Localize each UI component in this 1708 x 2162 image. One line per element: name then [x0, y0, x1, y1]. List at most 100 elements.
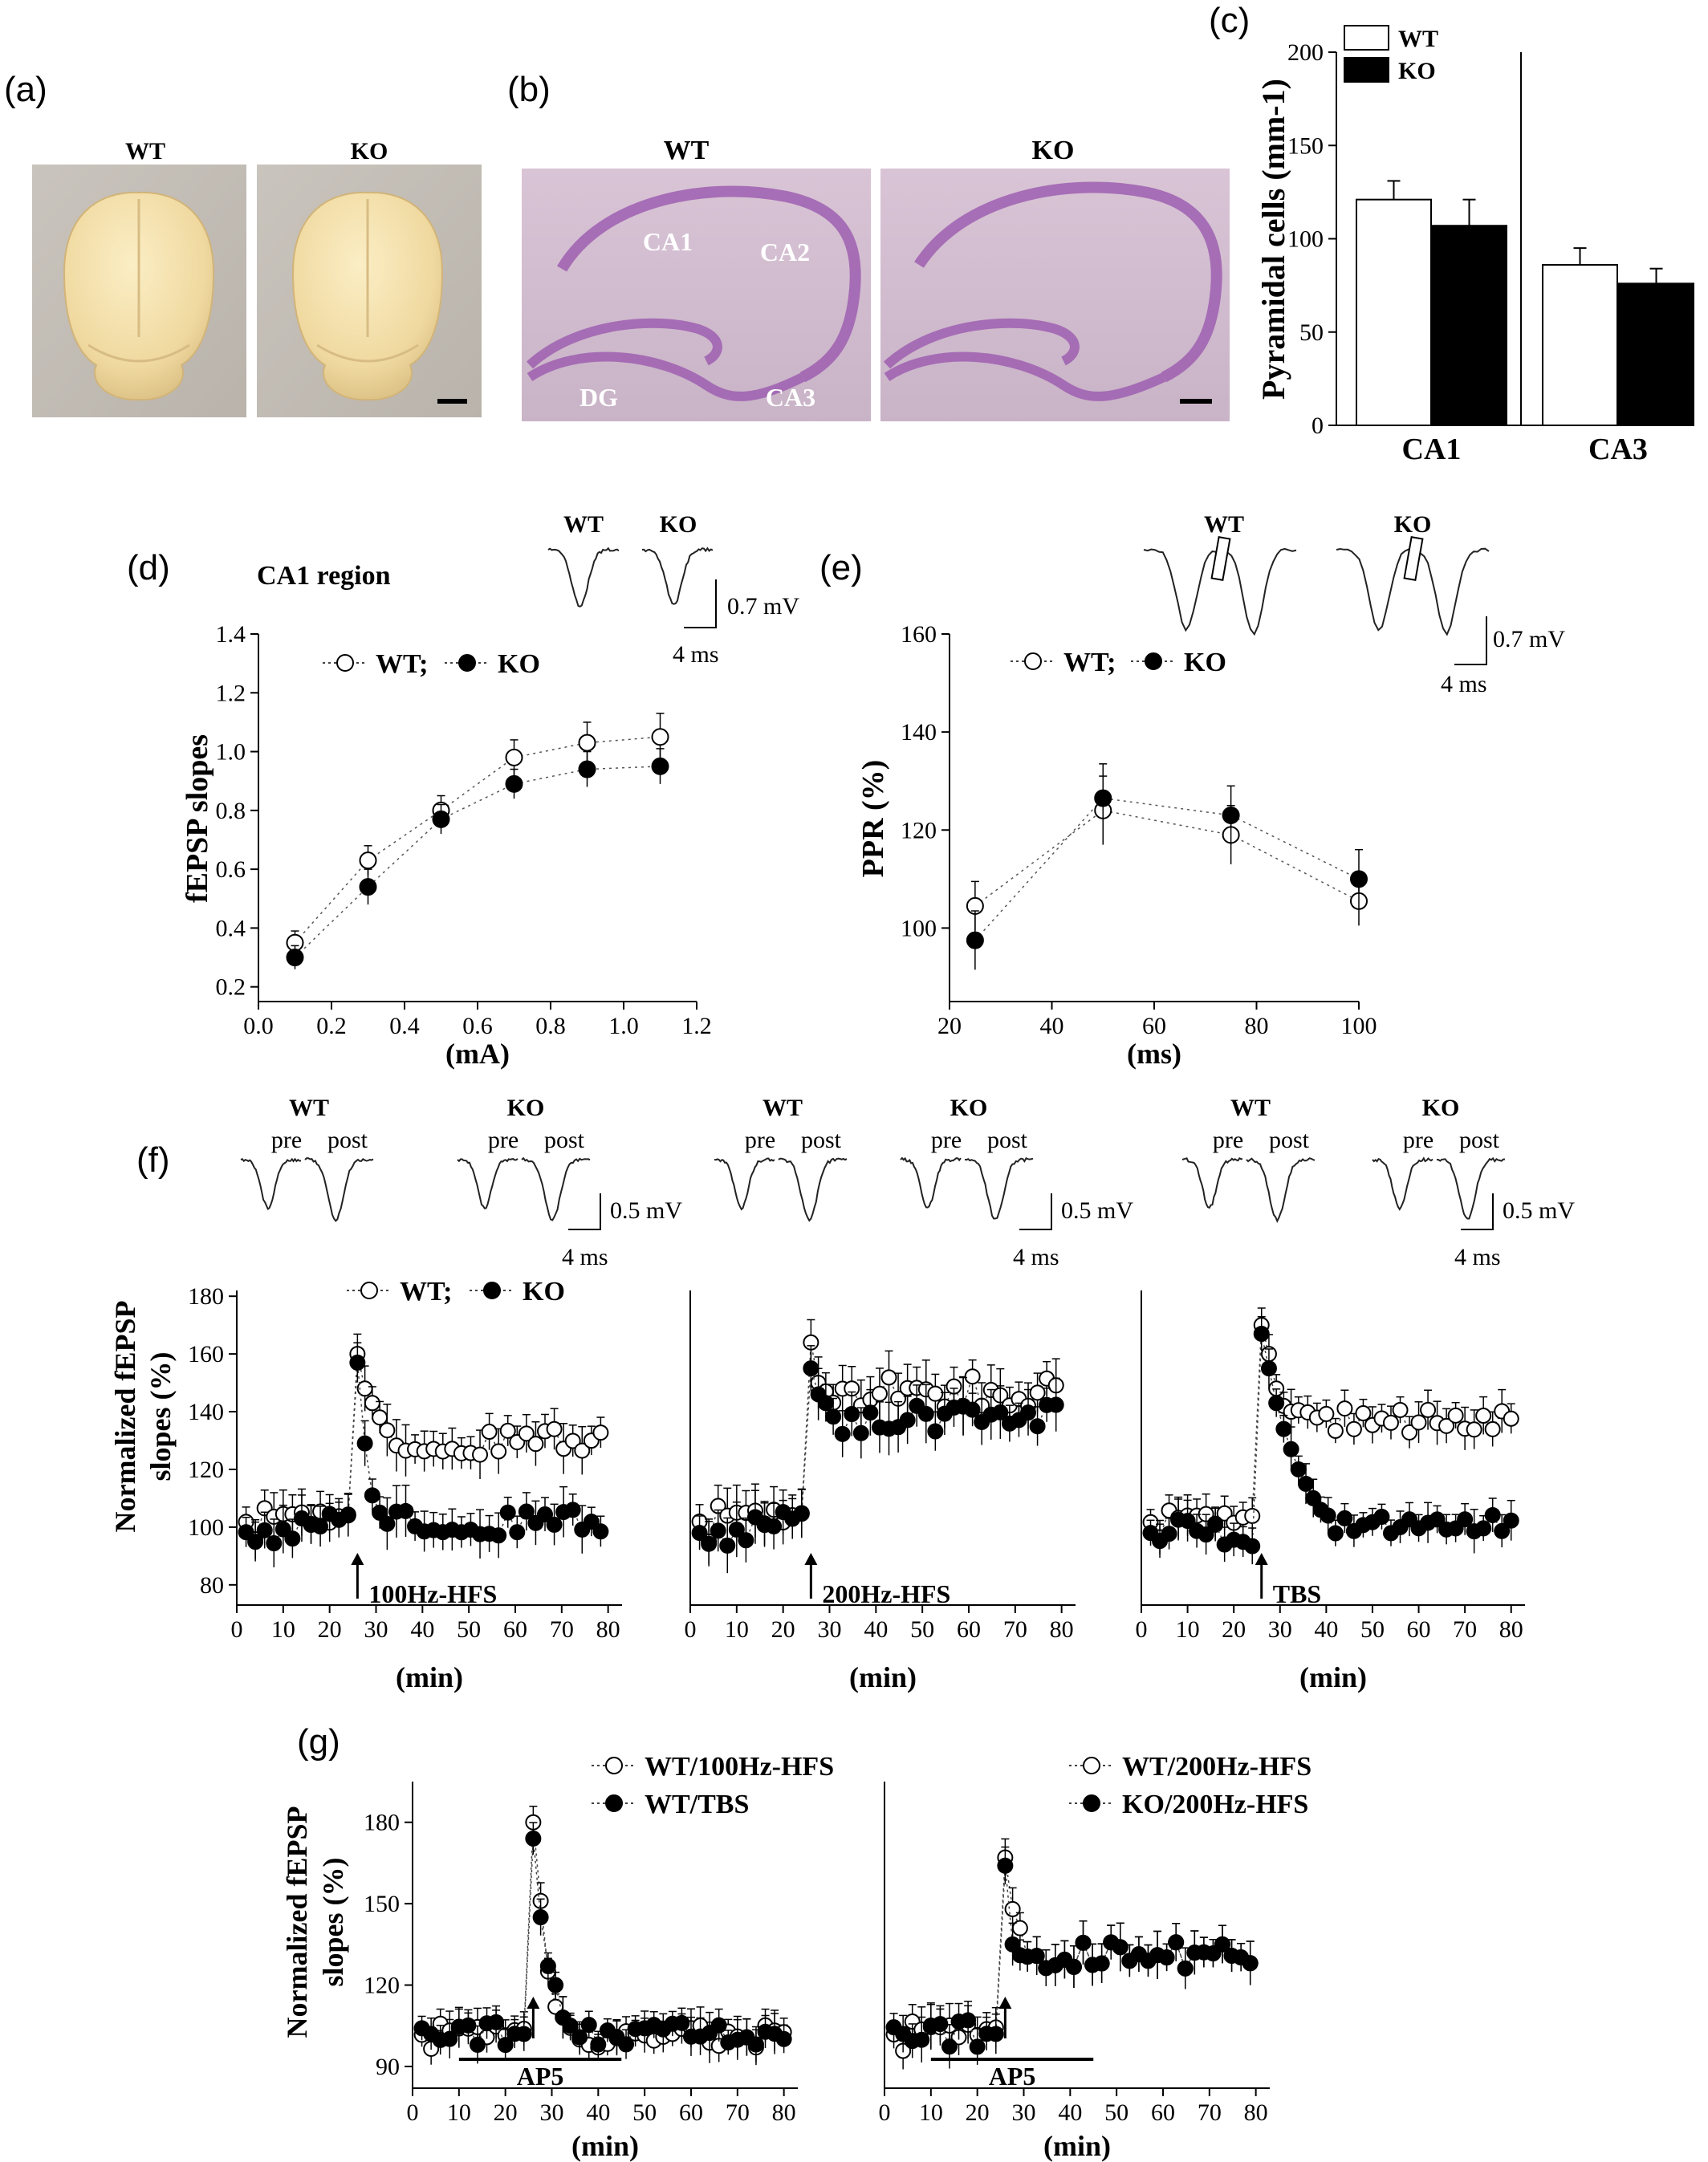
chart-c-legend-swatch-ko	[1344, 57, 1389, 83]
chart-g2-stim-arrowhead	[998, 1997, 1012, 2009]
chart-f2-ko-point	[844, 1405, 860, 1422]
chart-g2-series-1-point	[1065, 1958, 1082, 1975]
chart-f3-wt-point	[1327, 1422, 1344, 1439]
chart-f1-ko-point	[364, 1487, 380, 1504]
chart-f1-ko-point	[247, 1534, 264, 1550]
chart-g1-x-tick-label: 0	[407, 2099, 419, 2126]
trace-f-wt-post	[304, 1157, 374, 1222]
chart-g2-series-0-point	[1004, 1900, 1021, 1917]
chart-f2-ko-point	[899, 1412, 916, 1428]
chart-f2-ko-point	[862, 1404, 879, 1421]
panel-f-scale-voltage: 0.5 mV	[1061, 1197, 1133, 1224]
chart-f1-wt-point	[518, 1425, 535, 1442]
chart-d-wt-point	[578, 734, 596, 752]
chart-f3-ko-point	[1260, 1360, 1277, 1377]
chart-d-fepsp-slopes: 0.0 0.2 0.4 0.6 0.8 1.0 1.2 0.2 0.4 0.6 0.8 1.0 1.2 1…	[181, 621, 712, 1070]
chart-e-x-tick-label: 20	[937, 1013, 962, 1039]
chart-g2-series-1-point	[1075, 1934, 1092, 1951]
chart-g1-series-1-point	[618, 2036, 635, 2053]
chart-g2-x-tick-label: 70	[1198, 2099, 1222, 2126]
chart-f3-ko-point	[1494, 1522, 1511, 1539]
chart-c-legend-label: KO	[1398, 58, 1436, 84]
trace-d-wt	[547, 547, 620, 608]
chart-g1-series-1-line	[421, 1838, 785, 2046]
chart-f2-ko-point	[917, 1405, 934, 1422]
chart-d-ko-legend-label: KO	[498, 649, 540, 679]
chart-c-category-label: CA3	[1588, 433, 1648, 466]
chart-f3-wt-point	[1410, 1414, 1427, 1431]
chart-f1-wt-point	[592, 1424, 609, 1441]
chart-g2-x-tick-label: 10	[919, 2099, 943, 2126]
chart-d-x-tick-label: 0.4	[389, 1013, 420, 1039]
chart-c-y-tick-label: 50	[1299, 319, 1324, 346]
chart-f1-wt-point	[490, 1443, 507, 1460]
chart-f3-stim-label: TBS	[1273, 1579, 1321, 1608]
chart-f1-y-tick-label: 100	[188, 1514, 224, 1541]
chart-g2-x-tick-label: 60	[1151, 2099, 1175, 2126]
chart-g2-series-1-point	[1028, 1948, 1045, 1965]
panel-label-d: (d)	[127, 548, 170, 587]
panel-f-ylabel-line1: Normalized fEPSP	[109, 1301, 141, 1533]
chart-g1-x-tick-label: 70	[726, 2099, 750, 2126]
chart-g1-series-1-point	[488, 2014, 505, 2030]
chart-f1-ko-point	[238, 1524, 254, 1541]
chart-c-bar-wt-ca3	[1542, 264, 1618, 426]
trace-f-ko-pre	[1372, 1156, 1434, 1211]
chart-d-ko-point	[578, 760, 596, 778]
chart-g1-x-tick-label: 20	[494, 2099, 518, 2126]
scale-bar-d	[684, 579, 717, 628]
trace-f-ko-post	[964, 1157, 1034, 1220]
chart-g1-x-tick-label: 30	[539, 2099, 563, 2126]
chart-d-y-tick-label: 0.6	[216, 856, 246, 883]
chart-e-y-tick-label: 160	[901, 621, 937, 648]
trace-e-wt-stimulus-artifact	[1210, 536, 1231, 581]
chart-e-ko-point	[1222, 806, 1240, 824]
chart-f1-ko-point	[509, 1524, 526, 1541]
chart-f2-ko-point	[825, 1408, 842, 1425]
chart-c-legend-swatch-wt	[1344, 25, 1389, 51]
chart-f1-x-tick-label: 40	[410, 1616, 434, 1643]
chart-d-wt-point	[651, 728, 669, 746]
chart-e-xlabel: (ms)	[1127, 1038, 1181, 1070]
chart-f3-x-tick-label: 0	[1136, 1616, 1148, 1643]
panel-label-b: (b)	[507, 70, 551, 109]
chart-f3-ko-point	[1475, 1520, 1492, 1537]
chart-d-ko-point	[505, 774, 523, 793]
chart-f3-wt-point	[1355, 1405, 1372, 1422]
chart-c-y-tick-label: 100	[1287, 226, 1324, 253]
trace-f-wt-post	[1246, 1157, 1316, 1224]
chart-g1-y-tick-label: 90	[376, 2054, 400, 2080]
panel-label-c: (c)	[1209, 1, 1250, 40]
chart-g2-series-1-legend-label: KO/200Hz-HFS	[1122, 1790, 1308, 1819]
chart-d-wt-legend-label: WT;	[376, 649, 428, 679]
chart-d-wt-legend-marker	[336, 654, 354, 672]
chart-f1-x-tick-label: 20	[318, 1616, 342, 1643]
chart-g2-x-tick-label: 0	[879, 2099, 891, 2126]
region-label-dg: DG	[580, 383, 618, 412]
chart-f1-y-tick-label: 120	[188, 1457, 224, 1483]
panel-d-scale-time: 4 ms	[673, 641, 719, 668]
chart-g1-y-tick-label: 120	[364, 1973, 400, 1999]
chart-g1-series-1-point	[441, 2030, 458, 2047]
chart-g2-series-1-point	[960, 2012, 977, 2029]
chart-f2-x-tick-label: 60	[957, 1616, 981, 1643]
panel-a-wt-label: WT	[125, 138, 165, 165]
panel-f-trace-post-label: post	[987, 1127, 1028, 1153]
trace-d-ko	[641, 547, 714, 605]
chart-g1-stim-arrowhead	[527, 1997, 540, 2009]
chart-f2-ko-point	[834, 1425, 851, 1442]
chart-g2-x-tick-label: 50	[1104, 2099, 1128, 2126]
chart-f1-xlabel: (min)	[396, 1661, 463, 1693]
chart-f3-ko-point	[1373, 1509, 1390, 1526]
chart-f3-wt-point	[1345, 1420, 1362, 1437]
chart-f1-wt-point	[364, 1395, 380, 1412]
chart-e-ylabel: PPR (%)	[856, 760, 890, 878]
chart-f3-ko-point	[1320, 1507, 1336, 1524]
chart-e-series-line-wt	[974, 810, 1360, 907]
chart-g1-series-1-point	[497, 2037, 514, 2054]
chart-f3-ko-point	[1268, 1395, 1285, 1412]
chart-f2-wt-point	[964, 1368, 981, 1385]
chart-d-y-tick-label: 1.2	[216, 680, 246, 706]
panel-f-scale-time: 4 ms	[1013, 1244, 1059, 1270]
